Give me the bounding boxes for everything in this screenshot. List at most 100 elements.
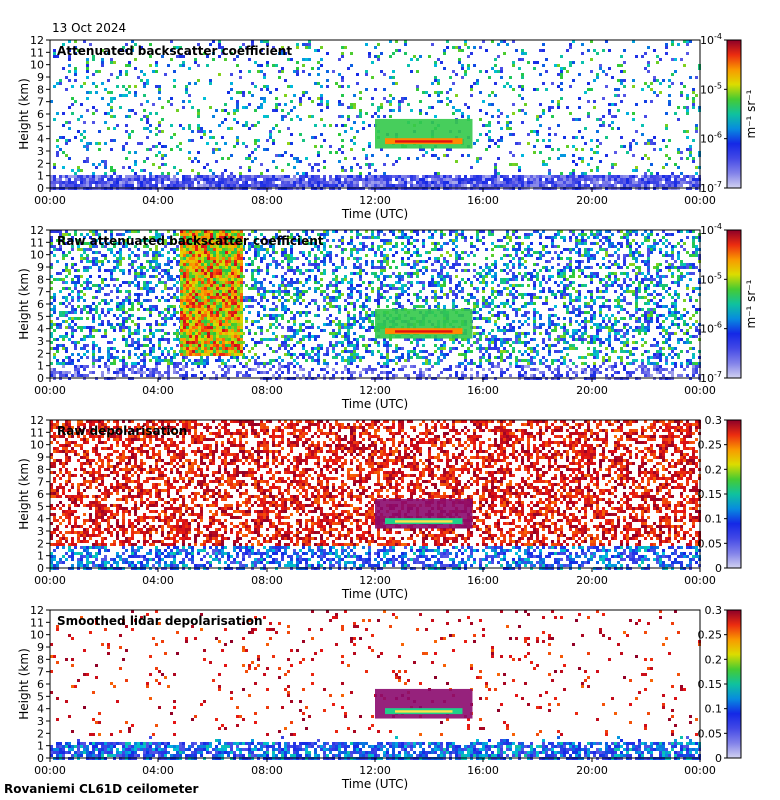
y-tick-label: 6 (37, 488, 44, 501)
y-tick-label: 12 (30, 414, 44, 427)
y-tick-label: 6 (37, 108, 44, 121)
y-tick-label: 12 (30, 604, 44, 617)
x-tick-label: 16:00 (467, 194, 499, 207)
x-tick-label: 12:00 (359, 764, 391, 777)
y-tick-label: 8 (37, 653, 44, 666)
y-tick-label: 4 (37, 703, 44, 716)
colorbar-tick-label: 0 (715, 562, 722, 575)
x-tick-label: 12:00 (359, 384, 391, 397)
colorbar-tick-label: 10-5 (700, 271, 722, 286)
x-tick-label: 12:00 (359, 574, 391, 587)
panel-title: Raw attenuated backscatter coefficient (57, 234, 324, 248)
y-tick-label: 10 (30, 59, 44, 72)
colorbar-unit-label: m⁻¹ sr⁻¹ (744, 89, 758, 138)
y-tick-label: 0 (37, 562, 44, 575)
x-tick-label: 20:00 (576, 384, 608, 397)
y-tick-label: 4 (37, 133, 44, 146)
panel-title: Smoothed lidar depolarisation (57, 614, 263, 628)
x-tick-label: 04:00 (142, 194, 174, 207)
y-tick-label: 12 (30, 34, 44, 47)
x-tick-label: 00:00 (34, 384, 66, 397)
x-tick-label: 00:00 (684, 384, 716, 397)
x-tick-label: 16:00 (467, 384, 499, 397)
y-tick-label: 3 (37, 145, 44, 158)
y-axis-title: Height (km) (17, 268, 31, 339)
x-tick-label: 08:00 (251, 384, 283, 397)
colorbar-tick-label: 10-7 (700, 180, 722, 195)
x-tick-label: 20:00 (576, 194, 608, 207)
y-tick-label: 8 (37, 463, 44, 476)
y-tick-label: 9 (37, 641, 44, 654)
site-label: Rovaniemi CL61D ceilometer (4, 782, 199, 796)
y-tick-label: 9 (37, 71, 44, 84)
colorbar-tick-label: 0.15 (698, 678, 723, 691)
colorbar-tick-label: 10-6 (700, 131, 722, 146)
y-tick-label: 5 (37, 690, 44, 703)
panel-title: Raw depolarisation (57, 424, 187, 438)
colorbar-tick-label: 0.2 (705, 653, 723, 666)
y-tick-label: 10 (30, 249, 44, 262)
colorbar: 0 0.05 0.1 0.15 0.2 0.25 0.3 (698, 414, 742, 575)
y-tick-label: 2 (37, 347, 44, 360)
x-tick-label: 00:00 (34, 194, 66, 207)
colorbar: 10-7 10-6 10-5 10-4 m⁻¹ sr⁻¹ (700, 222, 758, 385)
y-tick-label: 5 (37, 120, 44, 133)
y-tick-label: 0 (37, 372, 44, 385)
colorbar-tick-label: 0.1 (705, 703, 723, 716)
y-tick-label: 3 (37, 715, 44, 728)
y-tick-label: 2 (37, 157, 44, 170)
x-tick-label: 04:00 (142, 384, 174, 397)
y-tick-label: 9 (37, 451, 44, 464)
y-tick-label: 2 (37, 727, 44, 740)
y-tick-label: 11 (30, 426, 44, 439)
y-tick-label: 8 (37, 83, 44, 96)
y-tick-label: 1 (37, 740, 44, 753)
y-tick-label: 7 (37, 666, 44, 679)
x-tick-label: 00:00 (34, 574, 66, 587)
x-tick-label: 08:00 (251, 194, 283, 207)
colorbar-tick-label: 0.3 (705, 604, 723, 617)
x-tick-label: 16:00 (467, 764, 499, 777)
y-tick-label: 10 (30, 439, 44, 452)
colorbar-tick-label: 10-4 (700, 222, 722, 237)
y-tick-label: 7 (37, 286, 44, 299)
y-tick-label: 3 (37, 525, 44, 538)
x-tick-label: 00:00 (684, 194, 716, 207)
panel-title: Attenuated backscatter coefficient (57, 44, 292, 58)
x-axis-title: Time (UTC) (341, 397, 408, 411)
colorbar-tick-label: 0 (715, 752, 722, 765)
colorbar-tick-label: 0.25 (698, 439, 723, 452)
colorbar: 10-7 10-6 10-5 10-4 m⁻¹ sr⁻¹ (700, 32, 758, 195)
x-tick-label: 00:00 (34, 764, 66, 777)
y-tick-label: 7 (37, 476, 44, 489)
y-tick-label: 6 (37, 298, 44, 311)
x-axis-title: Time (UTC) (341, 777, 408, 791)
y-tick-label: 10 (30, 629, 44, 642)
x-tick-label: 08:00 (251, 574, 283, 587)
y-axis-title: Height (km) (17, 648, 31, 719)
y-axis-title: Height (km) (17, 458, 31, 529)
x-axis-title: Time (UTC) (341, 587, 408, 601)
colorbar-tick-label: 0.25 (698, 629, 723, 642)
y-tick-label: 4 (37, 513, 44, 526)
x-tick-label: 04:00 (142, 574, 174, 587)
heatmap-2 (50, 230, 701, 380)
y-tick-label: 12 (30, 224, 44, 237)
y-tick-label: 1 (37, 170, 44, 183)
y-tick-label: 9 (37, 261, 44, 274)
x-tick-label: 20:00 (576, 574, 608, 587)
colorbar-tick-label: 0.15 (698, 488, 723, 501)
y-axis-title: Height (km) (17, 78, 31, 149)
heatmap-3 (50, 420, 701, 570)
y-tick-label: 11 (30, 616, 44, 629)
colorbar-tick-label: 0.05 (698, 537, 723, 550)
colorbar: 0 0.05 0.1 0.15 0.2 0.25 0.3 (698, 604, 742, 765)
colorbar-tick-label: 10-7 (700, 370, 722, 385)
colorbar-tick-label: 10-6 (700, 321, 722, 336)
y-tick-label: 5 (37, 500, 44, 513)
